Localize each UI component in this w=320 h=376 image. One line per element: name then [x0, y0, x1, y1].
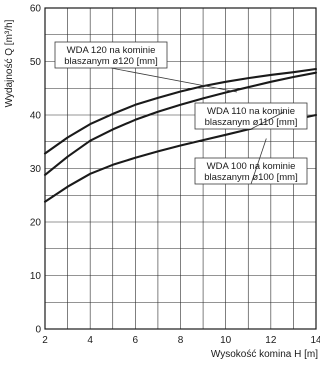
grid: [45, 8, 316, 329]
y-axis-title: Wydajność Q [m³/h]: [4, 19, 15, 107]
series-label-leader: [250, 138, 267, 185]
series-label-line: WDA 110 na kominie: [207, 106, 295, 117]
series-label-line: WDA 120 na kominie: [67, 45, 156, 56]
y-tick-label: 50: [30, 57, 42, 68]
y-tick-label: 10: [30, 271, 42, 282]
y-tick-label: 60: [30, 4, 42, 15]
x-tick-label: 14: [310, 335, 320, 346]
series-label-line: blaszanym ø110 [mm]: [205, 117, 298, 128]
series-line-2: [43, 71, 318, 176]
x-axis-title: Wysokość komina H [m]: [211, 349, 318, 360]
x-tick-label: 2: [42, 335, 48, 346]
series-label-line: blaszanym ø120 [mm]: [64, 56, 157, 67]
x-tick-label: 4: [87, 335, 93, 346]
y-tick-label: 20: [30, 218, 42, 229]
series-label-line: blaszanym ø100 [mm]: [204, 172, 297, 183]
x-tick-label: 10: [220, 335, 232, 346]
y-tick-label: 0: [35, 325, 41, 336]
y-tick-label: 40: [30, 111, 42, 122]
series-label-box: [194, 157, 308, 185]
series-label-leader: [250, 111, 285, 130]
x-tick-label: 8: [178, 335, 184, 346]
series-line-1: [43, 67, 318, 155]
series-label-line: WDA 100 na kominie: [207, 161, 296, 172]
series-label-leader: [110, 67, 238, 93]
y-tick-label: 30: [30, 164, 42, 175]
x-tick-label: 6: [133, 335, 139, 346]
plot-frame: [44, 7, 317, 330]
x-tick-label: 12: [265, 335, 277, 346]
